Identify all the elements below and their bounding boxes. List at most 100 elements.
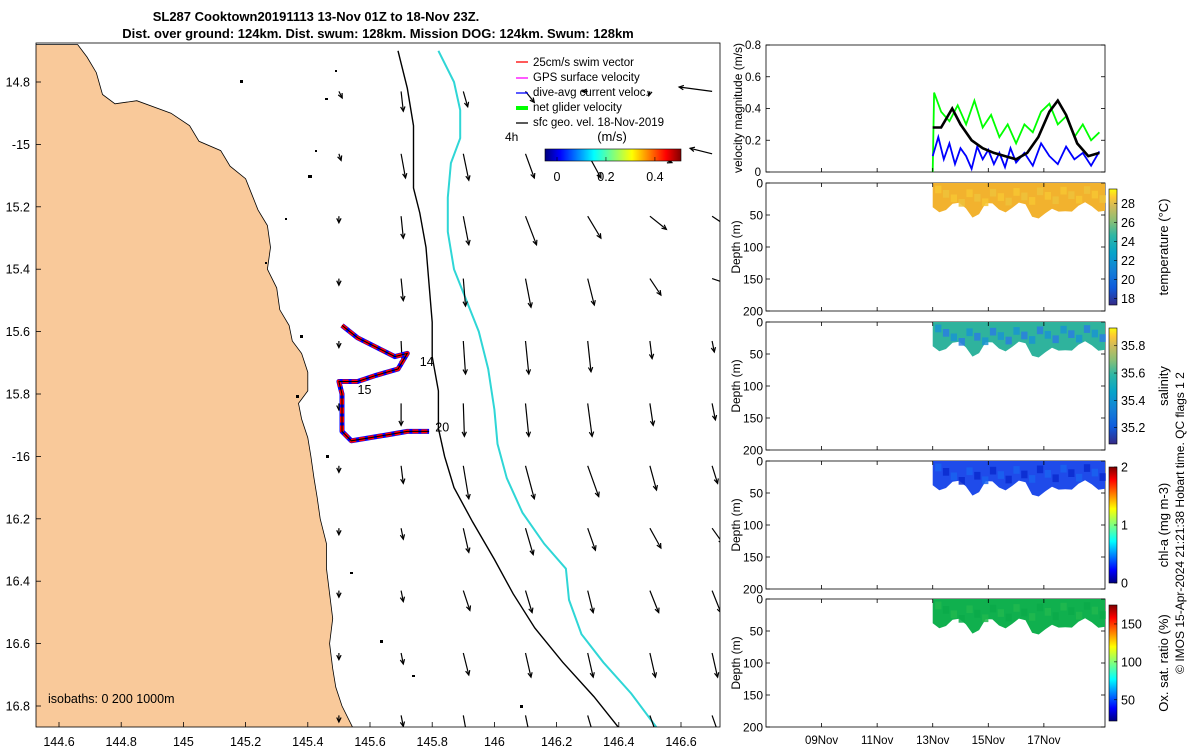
- depth-section-cell: [982, 198, 989, 207]
- velocity-vector-head: [336, 530, 342, 537]
- velocity-vector-shaft: [649, 465, 658, 491]
- depth-section-cell: [1068, 191, 1075, 199]
- depth-section-cell: [1076, 195, 1083, 204]
- velocity-vector-head: [648, 353, 655, 360]
- velocity-vector-shaft: [587, 340, 592, 372]
- velocity-vector-shaft: [524, 465, 535, 499]
- depth-section-cell: [1005, 336, 1012, 345]
- speed-colorbar-label: (m/s): [597, 129, 627, 144]
- velocity-vector-head: [649, 420, 656, 427]
- velocity-vector-head: [400, 106, 406, 113]
- velocity-vector: [462, 340, 468, 376]
- depth-y-tick-label: 200: [743, 444, 763, 458]
- velocity-vector-shaft: [524, 153, 535, 179]
- velocity-vector-head: [402, 172, 408, 180]
- velocity-vector-head: [590, 299, 596, 307]
- depth-section-cell: [1083, 602, 1091, 610]
- velocity-vector-head: [525, 431, 532, 438]
- velocity-vector-head: [591, 545, 597, 552]
- depth-section-cell: [1021, 331, 1028, 340]
- velocity-vector: [524, 215, 538, 247]
- time-axis-tick-label: 17Nov: [1027, 735, 1060, 747]
- depth-section-cell: [989, 327, 997, 336]
- velocity-vector-head: [400, 233, 406, 240]
- colorbar-tick-label: 2: [1121, 461, 1128, 475]
- map-x-tick-label: 145.4: [292, 735, 323, 749]
- map-x-tick-label: 145: [173, 735, 194, 749]
- velocity-vector-head: [529, 97, 536, 104]
- velocity-vector-shaft: [649, 715, 655, 727]
- colorbar-label-salinity: salinity: [1156, 366, 1171, 406]
- velocity-vector: [677, 84, 713, 92]
- depth-ylabel: Depth (m): [729, 220, 743, 273]
- velocity-vector-head: [465, 605, 472, 612]
- velocity-vector-shaft: [649, 527, 662, 549]
- velocity-vector: [649, 527, 662, 550]
- velocity-vector: [399, 528, 406, 541]
- depth-section-cell: [974, 471, 981, 480]
- velocity-vector-shaft: [462, 216, 470, 245]
- velocity-vector: [524, 590, 534, 614]
- velocity-vector-shaft: [400, 91, 404, 112]
- velocity-vector-head: [528, 607, 534, 614]
- velocity-vector-shaft: [711, 278, 720, 282]
- velocity-vector: [400, 91, 406, 113]
- velocity-vector-head: [592, 737, 596, 742]
- depth-section-cell: [1036, 326, 1044, 335]
- velocity-vector-head: [647, 90, 653, 98]
- isobaths-label: isobaths: 0 200 1000m: [48, 692, 174, 706]
- velocity-vector: [711, 590, 720, 613]
- velocity-vector-head: [594, 491, 600, 498]
- velocity-vector: [400, 465, 406, 485]
- depth-y-tick-label: 0: [756, 316, 763, 330]
- velocity-vector-head: [532, 239, 538, 247]
- velocity-vector: [587, 278, 596, 307]
- depth-section-cell: [1013, 188, 1020, 196]
- velocity-vector-shaft: [587, 652, 594, 678]
- depth-section-cell: [1044, 608, 1051, 616]
- gps-track-line: [338, 325, 430, 442]
- velocity-vector-head: [336, 342, 342, 349]
- velocity-vector: [399, 715, 406, 727]
- depth-section-cell: [950, 194, 957, 203]
- velocity-vector-shaft: [400, 465, 404, 484]
- velocity-vector-head: [400, 295, 406, 302]
- velocity-vector: [649, 590, 660, 614]
- colorbar-tick-label: 1: [1121, 519, 1128, 533]
- depth-section-cell: [1083, 325, 1091, 333]
- depth-section-cell: [1036, 465, 1044, 474]
- depth-section-cell: [1029, 475, 1036, 483]
- velocity-vector: [336, 590, 342, 599]
- depth-section-cell: [1076, 611, 1083, 620]
- velocity-vector-shaft: [462, 340, 467, 375]
- velocity-vector-head: [465, 175, 471, 182]
- velocity-vector-head: [399, 534, 406, 541]
- velocity-vector-head: [462, 301, 468, 308]
- depth-y-tick-label: 150: [743, 273, 763, 287]
- velocity-vector-head: [656, 542, 662, 550]
- map-panel: 14 15 20 144.6 144.8 145 145.2 145.4 145.6 145.8…: [6, 42, 721, 749]
- time-axis-tick-label: 09Nov: [805, 735, 838, 747]
- velocity-vector-head: [336, 467, 342, 474]
- velocity-vector: [524, 715, 529, 727]
- map-x-tick-label: 146.2: [541, 735, 572, 749]
- colorbar-label-temperature: temperature (°C): [1156, 199, 1171, 296]
- velocity-vector-head: [462, 369, 468, 376]
- velocity-y-tick-label: 0.2: [745, 135, 761, 147]
- depth-section-cell: [935, 324, 942, 333]
- velocity-vector: [711, 652, 720, 679]
- depth-y-tick-label: 50: [750, 209, 764, 223]
- velocity-vector: [462, 278, 468, 308]
- velocity-vector-shaft: [689, 147, 713, 155]
- legend-net-glider: net glider velocity: [533, 102, 622, 114]
- velocity-vector: [711, 278, 720, 282]
- depth-section-cell: [1052, 196, 1059, 205]
- velocity-vector-shaft: [649, 215, 667, 230]
- speed-colorbar-tick-label: 0: [554, 170, 561, 184]
- velocity-vector-head: [651, 672, 658, 679]
- depth-section-cell: [1013, 466, 1020, 474]
- velocity-y-tick-label: 0.4: [745, 104, 762, 116]
- velocity-vector-head: [463, 101, 470, 109]
- velocity-vector: [336, 278, 342, 287]
- velocity-vector: [688, 146, 713, 155]
